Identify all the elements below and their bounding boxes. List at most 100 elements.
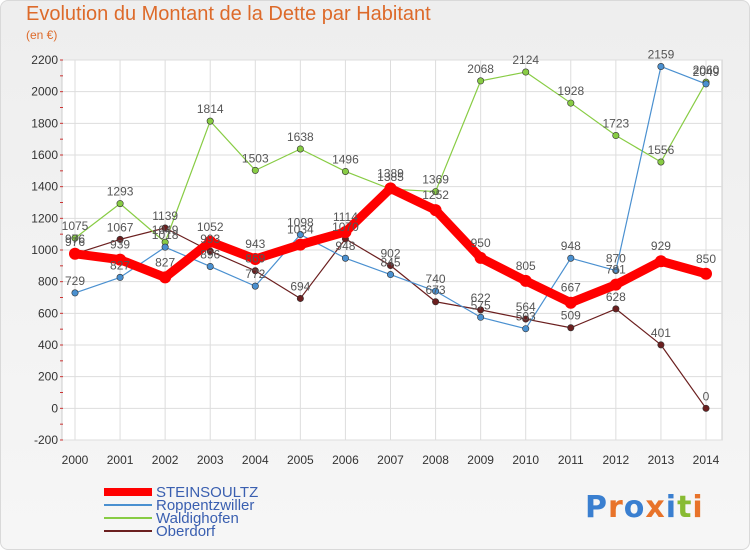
data-point-waldighofen bbox=[477, 77, 485, 85]
data-point-roppentzwiller bbox=[522, 325, 530, 333]
data-point-roppentzwiller bbox=[71, 289, 79, 297]
logo-letter: i bbox=[665, 490, 678, 525]
data-label-oberdorf: 976 bbox=[65, 235, 85, 249]
data-point-steinsoultz bbox=[609, 278, 622, 291]
data-label-waldighofen: 1503 bbox=[242, 151, 269, 165]
data-label-waldighofen: 1369 bbox=[422, 173, 449, 187]
data-point-oberdorf bbox=[296, 294, 304, 302]
data-label-steinsoultz: 1114 bbox=[333, 210, 358, 224]
logo-letter: i bbox=[692, 490, 704, 525]
data-label-waldighofen: 1385 bbox=[377, 170, 404, 184]
data-label-steinsoultz: 1389 bbox=[377, 166, 404, 180]
legend-entry: Roppentzwiller bbox=[156, 497, 254, 514]
x-tick-label: 2006 bbox=[332, 453, 359, 467]
data-point-steinsoultz bbox=[700, 267, 712, 280]
data-label-oberdorf: 622 bbox=[471, 291, 491, 305]
data-point-waldighofen bbox=[296, 145, 304, 153]
data-label-roppentzwiller: 948 bbox=[335, 239, 355, 253]
y-tick-label: 0 bbox=[51, 401, 58, 415]
x-tick-label: 2008 bbox=[422, 453, 449, 467]
data-label-steinsoultz: 850 bbox=[696, 252, 716, 266]
data-point-roppentzwiller bbox=[206, 262, 214, 270]
data-label-steinsoultz: 667 bbox=[561, 281, 581, 295]
data-label-steinsoultz: 1252 bbox=[422, 188, 449, 202]
data-label-oberdorf: 1070 bbox=[332, 220, 359, 234]
data-point-steinsoultz bbox=[294, 238, 307, 251]
legend-entry: Oberdorf bbox=[156, 523, 216, 540]
data-point-steinsoultz bbox=[384, 182, 397, 195]
data-point-oberdorf bbox=[206, 247, 214, 255]
data-label-waldighofen: 2068 bbox=[467, 62, 494, 76]
data-label-oberdorf: 902 bbox=[380, 247, 400, 261]
proxiti-logo: Proxiti bbox=[585, 490, 704, 525]
data-label-waldighofen: 1293 bbox=[107, 185, 134, 199]
data-label-roppentzwiller: 827 bbox=[110, 258, 130, 272]
x-tick-label: 2001 bbox=[107, 453, 134, 467]
data-label-roppentzwiller: 503 bbox=[516, 310, 536, 324]
data-label-waldighofen: 1928 bbox=[557, 84, 584, 98]
data-point-oberdorf bbox=[251, 267, 259, 275]
data-label-steinsoultz: 1052 bbox=[197, 220, 224, 234]
data-label-oberdorf: 993 bbox=[200, 232, 220, 246]
y-tick-label: 400 bbox=[38, 338, 58, 352]
data-point-steinsoultz bbox=[114, 253, 127, 266]
logo-letter: P bbox=[585, 490, 608, 525]
data-label-waldighofen: 1638 bbox=[287, 130, 314, 144]
data-point-waldighofen bbox=[251, 166, 259, 174]
data-label-steinsoultz: 781 bbox=[606, 263, 626, 277]
x-tick-label: 2005 bbox=[287, 453, 314, 467]
data-label-roppentzwiller: 772 bbox=[245, 267, 265, 281]
data-point-waldighofen bbox=[657, 158, 665, 166]
data-label-waldighofen: 1556 bbox=[648, 143, 675, 157]
data-label-waldighofen: 1496 bbox=[332, 152, 359, 166]
data-label-roppentzwiller: 870 bbox=[606, 252, 626, 266]
data-point-steinsoultz bbox=[69, 247, 81, 260]
x-tick-label: 2011 bbox=[558, 453, 584, 467]
data-label-steinsoultz: 1034 bbox=[287, 223, 314, 237]
data-point-waldighofen bbox=[612, 132, 620, 140]
x-tick-label: 2013 bbox=[648, 453, 675, 467]
data-point-roppentzwiller bbox=[386, 271, 394, 279]
y-tick-label: 1200 bbox=[31, 211, 58, 225]
data-label-steinsoultz: 976 bbox=[65, 232, 85, 246]
data-point-steinsoultz bbox=[564, 296, 577, 309]
data-point-roppentzwiller bbox=[477, 313, 485, 321]
data-point-roppentzwiller bbox=[161, 243, 169, 251]
data-label-oberdorf: 0 bbox=[703, 389, 710, 403]
legend-entry: STEINSOULTZ bbox=[156, 484, 258, 501]
data-label-oberdorf: 564 bbox=[516, 300, 536, 314]
data-point-waldighofen bbox=[116, 200, 124, 208]
data-label-roppentzwiller: 575 bbox=[471, 298, 491, 312]
logo-letter: o bbox=[623, 490, 646, 525]
legend: STEINSOULTZRoppentzwillerWaldighofenOber… bbox=[104, 484, 258, 540]
data-label-steinsoultz: 827 bbox=[155, 255, 175, 269]
data-point-waldighofen bbox=[522, 68, 530, 76]
data-point-roppentzwiller bbox=[251, 282, 259, 290]
y-tick-label: 1600 bbox=[31, 148, 58, 162]
data-label-oberdorf: 1139 bbox=[152, 209, 178, 223]
data-point-waldighofen bbox=[341, 167, 349, 175]
data-point-steinsoultz bbox=[204, 235, 217, 248]
data-point-steinsoultz bbox=[159, 271, 172, 284]
data-label-oberdorf: 628 bbox=[606, 290, 626, 304]
data-point-steinsoultz bbox=[474, 251, 487, 264]
data-point-roppentzwiller bbox=[612, 267, 620, 275]
data-point-steinsoultz bbox=[519, 274, 532, 287]
data-point-waldighofen bbox=[71, 234, 79, 242]
data-point-oberdorf bbox=[657, 341, 665, 349]
data-label-waldighofen: 2060 bbox=[693, 63, 720, 77]
legend-entry: Waldighofen bbox=[156, 510, 239, 527]
data-label-oberdorf: 869 bbox=[245, 252, 265, 266]
data-point-oberdorf bbox=[702, 404, 710, 412]
data-label-roppentzwiller: 845 bbox=[380, 256, 400, 270]
data-label-roppentzwiller: 948 bbox=[561, 239, 581, 253]
data-label-steinsoultz: 943 bbox=[245, 237, 265, 251]
x-tick-label: 2007 bbox=[377, 453, 404, 467]
data-point-roppentzwiller bbox=[296, 230, 304, 238]
data-point-oberdorf bbox=[522, 315, 530, 323]
data-point-roppentzwiller bbox=[702, 80, 710, 88]
data-point-oberdorf bbox=[477, 306, 485, 314]
data-point-roppentzwiller bbox=[116, 273, 124, 281]
data-label-oberdorf: 509 bbox=[561, 309, 581, 323]
data-label-oberdorf: 401 bbox=[651, 326, 671, 340]
